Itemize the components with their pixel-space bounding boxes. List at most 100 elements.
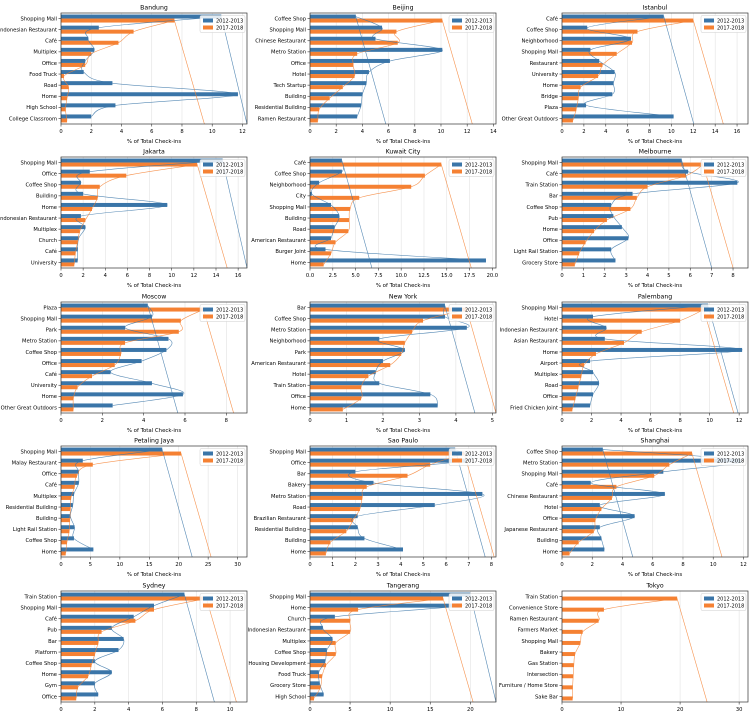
bar-2017-2018-platform — [61, 652, 95, 657]
x-tick-label: 2 — [590, 418, 593, 424]
bar-2017-2018-coffee-shop — [310, 652, 336, 657]
bar-2017-2018-train-station — [562, 596, 678, 601]
bar-2012-2013-church — [61, 236, 79, 241]
plot-frame — [309, 12, 497, 125]
x-tick-label: 0 — [308, 562, 311, 568]
category-label: Food Truck — [278, 672, 306, 678]
bar-2017-2018-asian-restaurant — [562, 340, 624, 345]
bar-2017-2018-high-school — [310, 696, 315, 701]
category-label: Bridge — [541, 94, 558, 100]
bar-2012-2013-home — [61, 670, 112, 675]
bar-2017-2018-other-great-outdoors — [562, 118, 573, 123]
bar-2012-2013-hotel — [310, 370, 376, 375]
bar-2012-2013-home — [61, 547, 94, 552]
legend-label: 2017-2018 — [465, 26, 492, 32]
x-tick-label: 7.5 — [374, 273, 382, 279]
subplot-moscow: 0 2 4 6 8 Other Great Outdoors Home University C… — [1, 294, 248, 434]
x-tick-label: 4 — [120, 129, 124, 135]
bar-2017-2018-university — [562, 74, 599, 79]
category-label: Bar — [549, 194, 559, 200]
category-label: Coffee Shop — [26, 661, 58, 667]
x-tick-label: 6 — [126, 273, 129, 279]
x-tick-label: 15 — [146, 562, 153, 568]
legend-label: 2017-2018 — [216, 459, 243, 465]
category-label: Coffee Shop — [527, 449, 559, 455]
bar-2012-2013-multiplex — [562, 370, 593, 375]
legend-swatch-2017-2018 — [452, 458, 462, 463]
category-label: Park — [295, 350, 306, 356]
category-label: Road — [545, 383, 558, 389]
plot-frame — [309, 156, 497, 269]
bar-2012-2013-shopping-mall — [61, 603, 154, 608]
category-label: Coffee Shop — [275, 316, 307, 322]
x-axis-label: % of Total Check-ins — [376, 428, 430, 434]
legend-label: 2012-2013 — [465, 163, 492, 169]
x-tick-label: 12 — [239, 129, 246, 135]
category-label: Coffee Shop — [275, 16, 307, 22]
bar-2012-2013-building — [310, 536, 365, 541]
x-tick-label: 14 — [712, 129, 719, 135]
bar-2012-2013-coffee-shop — [61, 659, 95, 664]
x-tick-label: 5 — [89, 562, 92, 568]
bar-2012-2013-gym — [61, 681, 95, 686]
subplot-sao-paulo: 0 1 2 3 4 5 6 7 8 Home Building Residential Buildin… — [254, 438, 497, 578]
category-label: Food Truck — [29, 72, 57, 78]
legend-swatch-2012-2013 — [704, 307, 714, 312]
category-label: Office — [543, 238, 558, 244]
bar-2017-2018-church — [61, 240, 78, 245]
category-label: Coffee Shop — [527, 27, 559, 33]
category-label: Shopping Mall — [269, 594, 306, 600]
bar-2012-2013-home — [310, 547, 403, 552]
bar-2017-2018-office — [562, 240, 586, 245]
plot-frame — [561, 445, 749, 558]
bar-2017-2018-park — [310, 351, 402, 356]
bar-2017-2018-home — [61, 551, 66, 556]
bar-2012-2013-city — [310, 191, 312, 196]
x-tick-label: 4 — [454, 418, 458, 424]
x-tick-label: 0 — [59, 707, 62, 713]
bar-2017-2018-metro-station — [562, 462, 670, 467]
bar-2017-2018-furniture-home-store — [562, 685, 573, 690]
bar-2012-2013-fried-chicken-joint — [562, 403, 591, 408]
legend-swatch-2012-2013 — [452, 162, 462, 167]
x-tick-label: 12 — [736, 418, 743, 424]
category-label: Bakery — [540, 650, 558, 656]
x-axis-label: % of Total Check-ins — [376, 139, 430, 145]
x-tick-label: 2 — [90, 129, 93, 135]
x-tick-label: 0 — [308, 129, 311, 135]
bar-2017-2018-office — [61, 62, 86, 67]
bar-2012-2013-hotel — [562, 503, 600, 508]
x-axis-label: % of Total Check-ins — [628, 428, 682, 434]
category-label: Neighborhood — [269, 339, 306, 345]
trend-line-2017-2018 — [325, 453, 495, 558]
bar-2012-2013-park — [310, 347, 405, 352]
bar-2017-2018-residential-building — [61, 507, 71, 512]
bar-2017-2018-american-restaurant — [310, 363, 391, 368]
x-axis-label: % of Total Check-ins — [628, 139, 682, 145]
category-label: Shopping Mall — [20, 316, 57, 322]
category-label: Multiplex — [33, 227, 57, 233]
legend-label: 2017-2018 — [717, 459, 744, 465]
bar-2017-2018-home — [562, 85, 581, 90]
category-label: Residential Building — [6, 505, 57, 511]
category-label: City — [296, 194, 306, 200]
bar-2017-2018-shopping-mall — [61, 607, 154, 612]
legend-label: 2012-2013 — [216, 163, 243, 169]
category-label: Shopping Mall — [269, 27, 306, 33]
category-label: Shopping Mall — [521, 472, 558, 478]
bar-2012-2013-housing-development — [310, 659, 326, 664]
bar-2012-2013-coffee-shop — [310, 14, 356, 19]
category-label: Road — [44, 83, 57, 89]
legend-swatch-2012-2013 — [452, 596, 462, 601]
category-label: Housing Development — [248, 661, 306, 667]
x-tick-label: 10 — [710, 562, 717, 568]
bar-2017-2018-coffee-shop — [562, 29, 638, 34]
bar-2012-2013-college-classroom — [61, 114, 92, 119]
bar-2017-2018-multiplex — [61, 229, 80, 234]
category-label: Shopping Mall — [20, 16, 57, 22]
plot-frame — [60, 445, 248, 558]
bar-2017-2018-metro-station — [310, 495, 363, 500]
bar-2012-2013-coffee-shop — [562, 25, 588, 30]
category-label: Tech Startup — [272, 83, 306, 89]
category-label: Bar — [48, 639, 58, 645]
